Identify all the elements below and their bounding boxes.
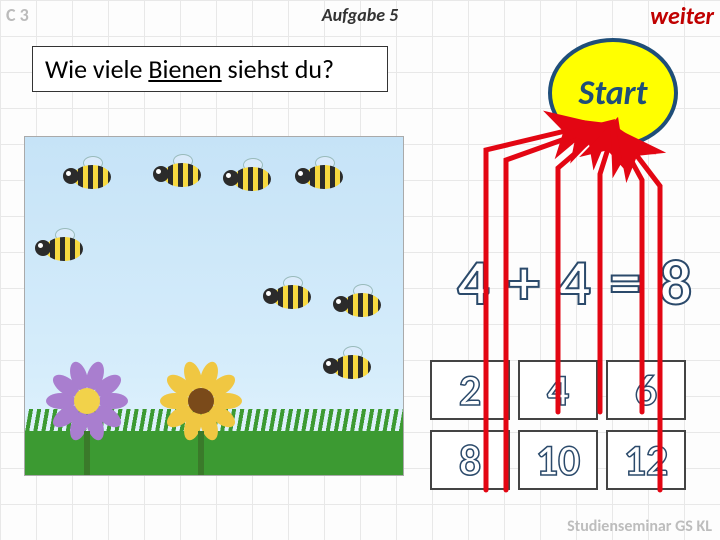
answer-grid: 246 81012 (430, 360, 686, 490)
bee-icon (37, 229, 93, 265)
answer-option[interactable]: 12 (606, 430, 686, 490)
question-prefix: Wie viele (45, 53, 148, 85)
answer-option[interactable]: 6 (606, 360, 686, 420)
answer-option[interactable]: 8 (430, 430, 510, 490)
bee-icon (65, 157, 121, 193)
task-label: Aufgabe 5 (0, 4, 720, 26)
footer-credit: Studienseminar GS KL (567, 517, 712, 536)
start-label: Start (579, 73, 648, 114)
bee-icon (297, 157, 353, 193)
equation-display: 4 + 4 = 8 (457, 244, 694, 322)
bee-icon (335, 285, 391, 321)
bee-icon (225, 159, 281, 195)
next-button[interactable]: weiter (650, 2, 714, 31)
bee-icon (325, 347, 381, 383)
answer-option[interactable]: 10 (518, 430, 598, 490)
question-suffix: siehst du? (222, 53, 334, 85)
question-box: Wie viele Bienen siehst du? (32, 46, 388, 92)
bee-icon (155, 155, 211, 191)
bee-icon (265, 277, 321, 313)
flower-icon (161, 361, 241, 441)
answer-option[interactable]: 4 (518, 360, 598, 420)
question-keyword: Bienen (148, 53, 221, 85)
start-button[interactable]: Start (548, 38, 678, 148)
illustration-scene (24, 136, 404, 476)
answer-option[interactable]: 2 (430, 360, 510, 420)
flower-icon (47, 361, 127, 441)
